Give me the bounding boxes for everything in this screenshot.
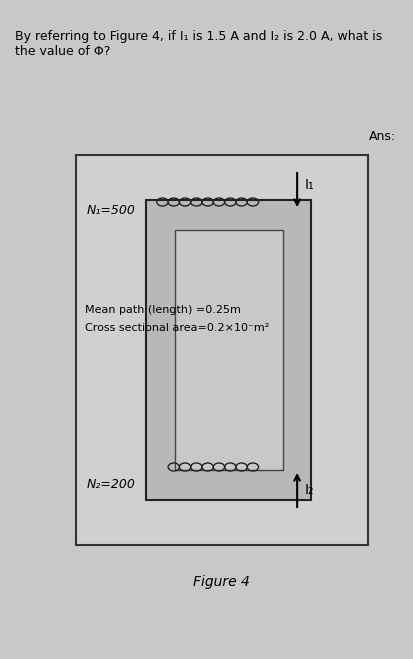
Bar xyxy=(76,155,368,545)
Text: N₁=500: N₁=500 xyxy=(87,204,136,217)
Text: Mean path (length) =0.25m: Mean path (length) =0.25m xyxy=(85,305,241,315)
Bar xyxy=(147,200,311,500)
Text: N₂=200: N₂=200 xyxy=(87,478,136,492)
Text: I₂: I₂ xyxy=(305,483,314,497)
Text: By referring to Figure 4, if I₁ is 1.5 A and I₂ is 2.0 A, what is the value of Φ: By referring to Figure 4, if I₁ is 1.5 A… xyxy=(15,30,382,58)
Text: I₁: I₁ xyxy=(305,178,314,192)
Text: Ans:: Ans: xyxy=(369,130,396,143)
Bar xyxy=(175,230,283,470)
Text: Figure 4: Figure 4 xyxy=(193,575,250,589)
Text: Cross sectional area=0.2×10⁻m²: Cross sectional area=0.2×10⁻m² xyxy=(85,323,269,333)
